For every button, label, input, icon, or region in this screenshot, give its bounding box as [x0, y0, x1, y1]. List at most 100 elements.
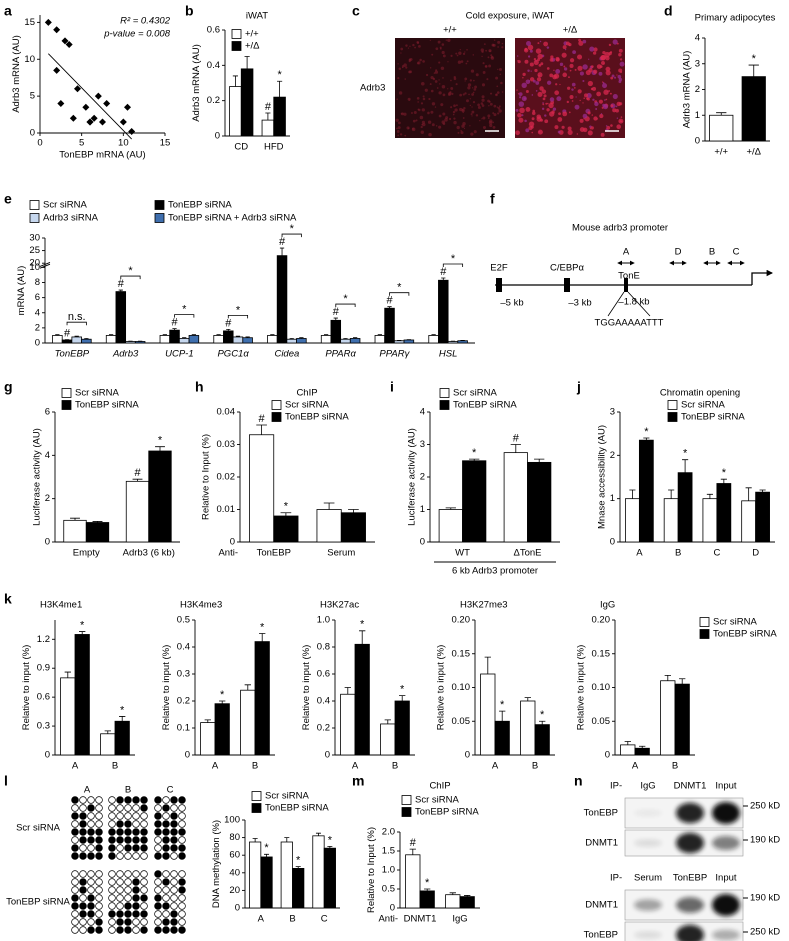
y-tick-label: 0.9 [37, 663, 50, 674]
error-bar [387, 306, 392, 309]
cell-signal [610, 124, 613, 127]
cell-signal [438, 91, 442, 95]
cell-signal [440, 103, 444, 107]
cell-signal [591, 114, 594, 116]
cell-signal [430, 76, 434, 80]
bar [61, 339, 73, 344]
bar [323, 847, 336, 909]
cpg-site [162, 894, 170, 902]
y-axis-label: mRNA (AU) [16, 266, 27, 316]
cell-signal [445, 39, 448, 41]
size-label: 190 kD [750, 835, 780, 846]
cell-signal [544, 119, 549, 124]
panel-letter: a [4, 3, 12, 19]
cpg-site [108, 902, 116, 910]
y-tick-label: 0 [390, 903, 395, 914]
cell-signal [525, 107, 531, 112]
bracket-label: * [343, 293, 348, 305]
blot-band [676, 802, 704, 824]
significance: * [264, 842, 269, 854]
error-bar [720, 478, 727, 484]
error-bar [639, 745, 646, 749]
cpg-site [154, 894, 162, 902]
error-bar [92, 521, 103, 523]
cpg-site [95, 796, 103, 804]
y-tick-label: 0.2 [317, 723, 330, 734]
cell-signal [447, 61, 449, 63]
y-tick-label: 0.2 [207, 95, 220, 106]
cell-signal [442, 54, 446, 58]
cell-signal [470, 132, 474, 136]
error-bar [384, 719, 391, 724]
cpg-site [162, 852, 170, 860]
cell-signal [471, 106, 473, 108]
cpg-site [154, 870, 162, 878]
error-bar [745, 487, 752, 501]
chart-title: H3K4me1 [40, 600, 82, 611]
error-bar [245, 336, 250, 338]
cpg-site [79, 878, 87, 886]
bracket [227, 314, 249, 319]
cell-signal [525, 90, 529, 94]
cell-signal [609, 92, 612, 95]
bar [445, 894, 461, 909]
panel-letter: j [576, 379, 581, 395]
legend-swatch [251, 791, 262, 801]
cell-signal [540, 62, 544, 66]
cell-signal [410, 112, 413, 114]
cell-signal [605, 98, 608, 101]
cpg-site [162, 902, 170, 910]
bar [273, 515, 299, 543]
cell-signal [578, 40, 584, 46]
cpg-site [170, 910, 178, 918]
cell-signal [409, 45, 411, 48]
legend-label: +/Δ [245, 41, 260, 52]
cell-signal [398, 91, 403, 95]
cpg-site [154, 926, 162, 934]
column-label: +/+ [443, 25, 457, 36]
cell-signal [467, 86, 471, 90]
bar [403, 339, 415, 344]
bar [169, 329, 180, 344]
cell-signal [403, 112, 407, 116]
cell-signal [537, 42, 540, 45]
blot-row-label: DNMT1 [585, 838, 618, 849]
cpg-site [124, 894, 132, 902]
cell-signal [489, 102, 493, 106]
error-bar [524, 697, 531, 701]
cpg-site [87, 910, 95, 918]
cell-signal [576, 54, 583, 60]
error-bar [399, 695, 406, 701]
cell-signal [473, 79, 475, 82]
cell-signal [594, 101, 599, 107]
bar [223, 330, 234, 344]
bar [85, 522, 110, 543]
cell-signal [438, 79, 440, 81]
cell-signal [442, 122, 446, 125]
cpg-site [140, 852, 148, 860]
bar [125, 480, 150, 543]
bar [52, 335, 63, 344]
bar [229, 86, 242, 137]
legend-label: Scr siRNA [43, 200, 87, 211]
cell-signal [539, 86, 544, 91]
significance: * [752, 53, 757, 65]
cell-signal [537, 53, 543, 60]
cell-signal [605, 125, 608, 127]
cell-signal [608, 43, 612, 47]
cell-signal [552, 107, 557, 111]
error-bar [510, 444, 521, 453]
lane-label: DNMT1 [674, 781, 707, 792]
y-tick-label: 0.15 [592, 648, 611, 659]
cell-signal [482, 125, 486, 130]
error-bar [277, 80, 283, 98]
cpg-site [154, 820, 162, 828]
cell-signal [527, 44, 534, 51]
cpg-site [178, 804, 186, 812]
bar [419, 890, 435, 909]
cell-signal [611, 74, 615, 78]
x-tick-label: B [392, 761, 398, 772]
cpg-site [71, 886, 79, 894]
cell-signal [537, 91, 543, 97]
element-position: –1.8 kb [618, 297, 649, 308]
